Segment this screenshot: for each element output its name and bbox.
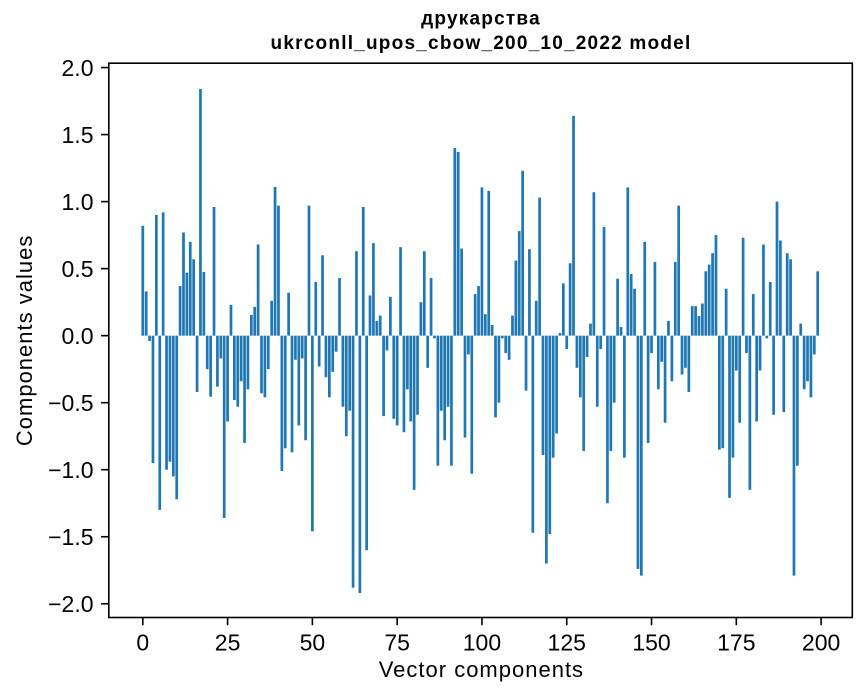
- svg-text:75: 75: [384, 630, 410, 656]
- svg-text:100: 100: [463, 630, 501, 656]
- svg-text:Components values: Components values: [12, 235, 37, 446]
- svg-text:2.0: 2.0: [62, 55, 94, 81]
- svg-text:друкарства: друкарства: [421, 9, 541, 30]
- svg-text:1.5: 1.5: [62, 122, 94, 148]
- svg-text:50: 50: [300, 630, 326, 656]
- svg-text:1.0: 1.0: [62, 189, 94, 215]
- svg-text:0: 0: [136, 630, 149, 656]
- svg-text:0.0: 0.0: [62, 323, 94, 349]
- svg-text:−1.5: −1.5: [48, 524, 93, 550]
- svg-text:25: 25: [215, 630, 241, 656]
- svg-text:150: 150: [632, 630, 670, 656]
- svg-text:−2.0: −2.0: [48, 591, 93, 617]
- svg-text:0.5: 0.5: [62, 256, 94, 282]
- svg-text:−0.5: −0.5: [48, 390, 93, 416]
- svg-text:175: 175: [717, 630, 755, 656]
- svg-text:125: 125: [548, 630, 586, 656]
- svg-text:−1.0: −1.0: [48, 457, 93, 483]
- svg-text:ukrconll_upos_cbow_200_10_2022: ukrconll_upos_cbow_200_10_2022 model: [271, 33, 692, 54]
- svg-text:Vector components: Vector components: [379, 657, 584, 682]
- svg-text:200: 200: [802, 630, 840, 656]
